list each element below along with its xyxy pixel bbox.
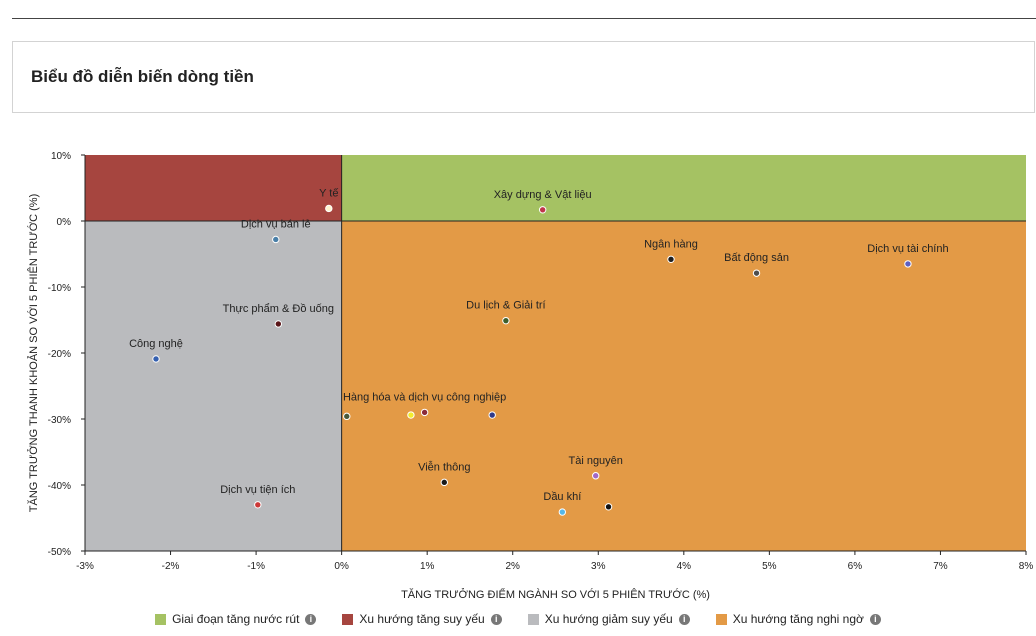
y-axis-title: TĂNG TRƯỞNG THANH KHOẢN SO VỚI 5 PHIÊN T… — [27, 194, 40, 512]
y-tick-label: 10% — [51, 151, 71, 162]
x-tick-label: 1% — [420, 561, 435, 572]
legend-label: Xu hướng tăng nghi ngờ — [732, 612, 864, 626]
data-point — [667, 255, 675, 263]
y-tick-label: -40% — [48, 481, 71, 492]
data-point — [274, 320, 283, 328]
x-tick-label: 0% — [334, 561, 349, 572]
x-tick-label: -1% — [247, 561, 265, 572]
x-tick-label: 7% — [933, 561, 948, 572]
x-tick-label: 8% — [1019, 561, 1034, 572]
legend-swatch — [155, 613, 167, 625]
data-point — [538, 206, 547, 214]
quadrant-0 — [341, 155, 1026, 221]
x-tick-label: -3% — [76, 561, 94, 572]
quadrant-3 — [341, 221, 1026, 551]
legend-swatch — [527, 613, 539, 625]
legend-item[interactable]: Xu hướng tăng nghi ngờ i — [715, 610, 881, 628]
data-point — [592, 472, 600, 480]
info-icon[interactable]: i — [678, 613, 690, 625]
legend-label: Giai đoạn tăng nước rút — [172, 612, 300, 626]
data-label: Thực phẩm & Đồ uống — [223, 303, 334, 315]
info-icon[interactable]: i — [490, 613, 502, 625]
legend-label: Xu hướng tăng suy yếu — [359, 612, 485, 626]
data-point — [904, 260, 912, 268]
data-label: Dịch vụ tiện ích — [220, 484, 295, 496]
data-point — [488, 411, 496, 419]
quadrant-2 — [85, 221, 342, 551]
data-point — [272, 235, 280, 244]
x-tick-label: -2% — [162, 561, 180, 572]
data-point — [420, 408, 429, 417]
data-label: Tài nguyên — [568, 455, 622, 467]
x-axis-title: TĂNG TRƯỞNG ĐIỂM NGÀNH SO VỚI 5 PHIÊN TR… — [401, 588, 710, 601]
data-point — [502, 316, 510, 325]
data-point — [604, 503, 613, 511]
legend-swatch — [342, 613, 354, 625]
data-point — [440, 478, 448, 487]
data-point — [152, 355, 160, 363]
x-tick-label: 6% — [848, 561, 863, 572]
y-tick-label: -50% — [48, 547, 71, 558]
data-label: Xây dựng & Vật liệu — [494, 189, 592, 201]
x-tick-label: 3% — [591, 561, 606, 572]
data-label: Dịch vụ bán lẻ — [241, 218, 311, 230]
legend-item[interactable]: Giai đoạn tăng nước rút i — [155, 610, 317, 628]
cash-flow-scatter-chart: -3% -2% -1% 0% 1% 2% 3% 4% 5% 6% 7% 8% 10% 0% -10% -20%… — [27, 151, 1034, 601]
page-title: Biểu đồ diễn biến dòng tiền — [31, 67, 254, 86]
chart-legend: Giai đoạn tăng nước rút i Xu hướng tăng su… — [0, 610, 1036, 628]
x-tick-label: 2% — [506, 561, 521, 572]
data-label: Dầu khí — [543, 491, 581, 503]
data-label: Y tế — [319, 187, 338, 199]
legend-item[interactable]: Xu hướng tăng suy yếu i — [342, 610, 502, 628]
data-label: Viễn thông — [418, 460, 470, 473]
data-point — [558, 508, 567, 516]
x-tick-label: 5% — [762, 561, 777, 572]
y-tick-label: -10% — [48, 283, 71, 294]
data-point — [343, 412, 351, 421]
top-divider — [12, 18, 1036, 19]
y-tick-label: -20% — [48, 349, 71, 360]
data-point — [254, 501, 262, 509]
data-label: Du lịch & Giải trí — [466, 300, 545, 312]
info-icon[interactable]: i — [869, 613, 881, 625]
legend-label: Xu hướng giảm suy yếu — [544, 612, 673, 626]
x-tick-label: 4% — [677, 561, 692, 572]
title-card: Biểu đồ diễn biến dòng tiền — [12, 41, 1035, 113]
info-icon[interactable]: i — [305, 613, 317, 625]
data-label: Bất động sản — [724, 252, 789, 264]
legend-item[interactable]: Xu hướng giảm suy yếu i — [527, 610, 690, 628]
data-point — [407, 411, 415, 419]
data-point — [752, 269, 761, 277]
data-label: Hàng hóa và dịch vụ công nghiệp — [343, 391, 506, 403]
data-point — [325, 204, 333, 213]
data-label: Dịch vụ tài chính — [867, 243, 948, 255]
quadrant-1 — [85, 155, 342, 221]
legend-swatch — [715, 613, 727, 625]
y-tick-label: 0% — [57, 217, 72, 228]
data-label: Công nghệ — [129, 338, 183, 350]
y-tick-label: -30% — [48, 415, 71, 426]
data-label: Ngân hàng — [644, 238, 698, 250]
